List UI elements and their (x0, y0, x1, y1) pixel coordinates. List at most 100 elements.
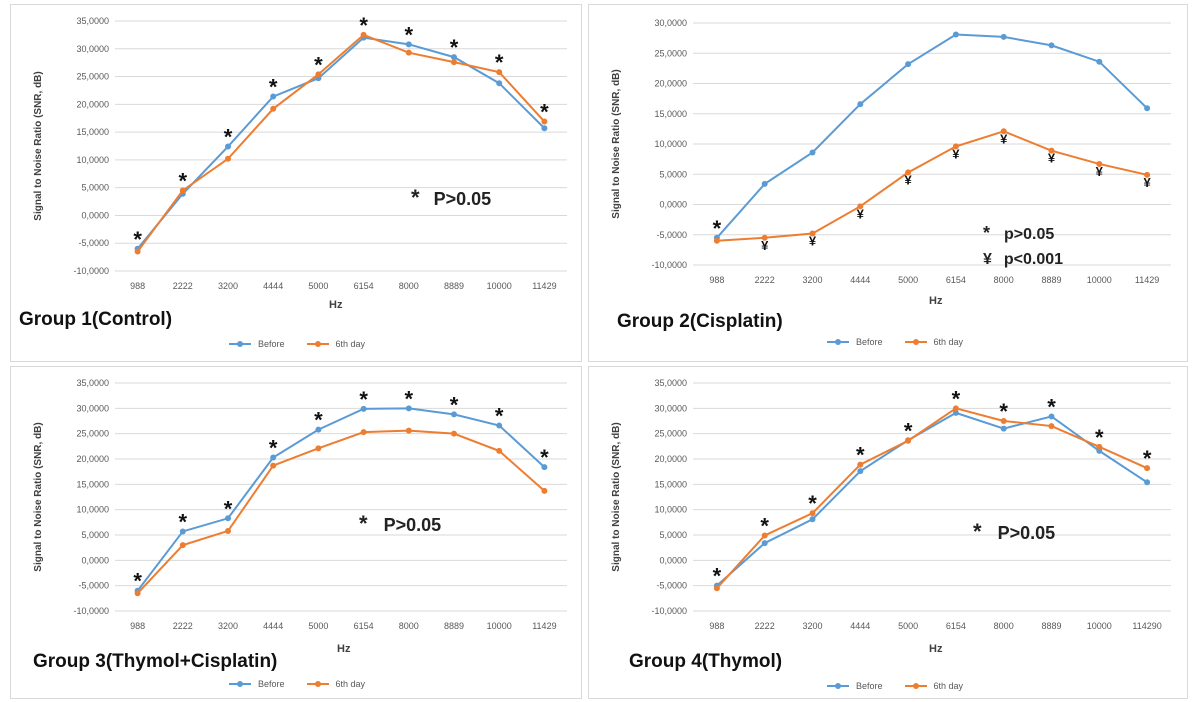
data-point (1096, 443, 1103, 450)
legend-label-6th-day: 6th day (933, 681, 964, 691)
y-tick-label: 0,0000 (659, 555, 687, 565)
data-point (134, 248, 141, 255)
chart-panel-group-2: -10,0000 -5,0000 0,0000 5,0000 10,0000 15,000… (588, 4, 1188, 362)
x-tick-label: 10000 (487, 621, 512, 631)
data-point (496, 80, 503, 87)
x-tick-label: 8889 (444, 621, 464, 631)
y-tick-label: 10,0000 (654, 505, 687, 515)
data-point (405, 405, 412, 412)
chart-title: Group 2(Cisplatin) (617, 311, 783, 332)
data-point (1000, 128, 1007, 135)
significance-marker: * (713, 564, 722, 589)
significance-marker: * (1047, 394, 1056, 419)
significance-marker: * (713, 216, 722, 241)
data-point (179, 542, 186, 549)
y-tick-label: 30,0000 (76, 403, 109, 413)
data-point (905, 169, 912, 176)
annotation-text: P>0.05 (997, 523, 1056, 543)
legend-swatch-before (827, 339, 849, 345)
y-tick-label: 0,0000 (659, 200, 687, 210)
data-point (496, 447, 503, 454)
data-point (360, 31, 367, 38)
chart-plot-group-2: -10,0000 -5,0000 0,0000 5,0000 10,0000 15,000… (611, 18, 1171, 285)
significance-marker: * (450, 392, 459, 417)
significance-marker: ¥ (1096, 164, 1104, 179)
data-point (405, 427, 412, 434)
annotation-text: p>0.05 (1004, 226, 1055, 243)
y-tick-label: 35,0000 (76, 16, 109, 26)
data-point (496, 69, 503, 76)
data-point (225, 155, 231, 162)
data-point (360, 405, 367, 412)
chart-panel-group-1: -10,0000 -5,0000 0,0000 5,0000 10,0000 15,000… (10, 4, 582, 362)
legend-swatch-6th-day (306, 681, 329, 687)
y-tick-label: 10,0000 (76, 505, 109, 515)
data-point (1000, 425, 1007, 432)
x-tick-label: 2222 (173, 621, 193, 631)
x-tick-label: 8889 (444, 281, 464, 291)
y-tick-label: -10,0000 (73, 606, 109, 616)
significance-marker: * (179, 509, 188, 534)
x-tick-label: 4444 (263, 281, 283, 291)
y-tick-label: 35,0000 (76, 378, 109, 388)
annotation-text: P>0.05 (433, 189, 492, 209)
significance-marker: ¥ (1143, 175, 1151, 190)
y-tick-label: 20,0000 (76, 454, 109, 464)
data-point (225, 527, 231, 534)
x-tick-label: 114290 (1132, 621, 1161, 631)
significance-marker: * (1095, 425, 1104, 450)
data-point (541, 125, 548, 132)
y-tick-label: 30,0000 (654, 403, 687, 413)
series-line (136, 429, 546, 594)
x-axis-label: Hz (329, 299, 343, 311)
data-point (405, 49, 412, 56)
y-tick-label: 5,0000 (659, 169, 687, 179)
data-point (1144, 171, 1151, 178)
data-point (270, 105, 277, 112)
legend-label-6th-day: 6th day (335, 679, 366, 689)
data-point (315, 445, 322, 452)
data-point (360, 429, 367, 436)
x-tick-label: 988 (130, 621, 145, 631)
y-tick-label: 0,0000 (81, 210, 109, 220)
x-tick-label: 10000 (1087, 621, 1112, 631)
significance-marker: ¥ (761, 238, 769, 253)
significance-marker: * (224, 125, 233, 150)
chart-plot-group-4: -10,0000 -5,0000 0,0000 5,0000 10,0000 15,000… (611, 378, 1171, 631)
data-point (761, 532, 768, 539)
series-line (716, 33, 1148, 239)
data-point (1096, 58, 1103, 65)
y-tick-label: -5,0000 (656, 581, 687, 591)
x-tick-label: 11429 (532, 621, 556, 631)
x-tick-label: 2222 (755, 275, 775, 285)
chart-title: Group 4(Thymol) (629, 651, 783, 672)
data-point (952, 31, 959, 38)
data-point (761, 234, 768, 241)
y-tick-label: -10,0000 (651, 260, 687, 270)
data-point (225, 515, 231, 522)
y-axis-label: Signal to Noise Ratio (SNR, dB) (33, 422, 44, 571)
significance-marker: * (952, 386, 961, 411)
data-point (809, 516, 816, 523)
y-tick-label: -10,0000 (73, 266, 109, 276)
data-point (270, 462, 277, 469)
y-tick-label: 25,0000 (76, 72, 109, 82)
data-point (1144, 465, 1151, 472)
significance-marker: * (314, 52, 323, 77)
data-point (1096, 160, 1103, 167)
x-axis-label: Hz (337, 643, 351, 655)
x-tick-label: 6154 (946, 621, 966, 631)
data-point (952, 143, 959, 150)
significance-marker: * (359, 387, 368, 412)
data-point (496, 422, 503, 429)
data-point (952, 409, 959, 416)
y-tick-label: 20,0000 (76, 99, 109, 109)
x-tick-label: 8000 (399, 281, 419, 291)
x-axis-label: Hz (929, 295, 943, 307)
y-tick-label: 20,0000 (654, 454, 687, 464)
x-tick-label: 8000 (994, 275, 1014, 285)
data-point (270, 454, 277, 461)
legend-swatch-before (229, 681, 251, 687)
data-point (1048, 423, 1055, 430)
annotation-note: * P>0.05 (973, 519, 1055, 545)
